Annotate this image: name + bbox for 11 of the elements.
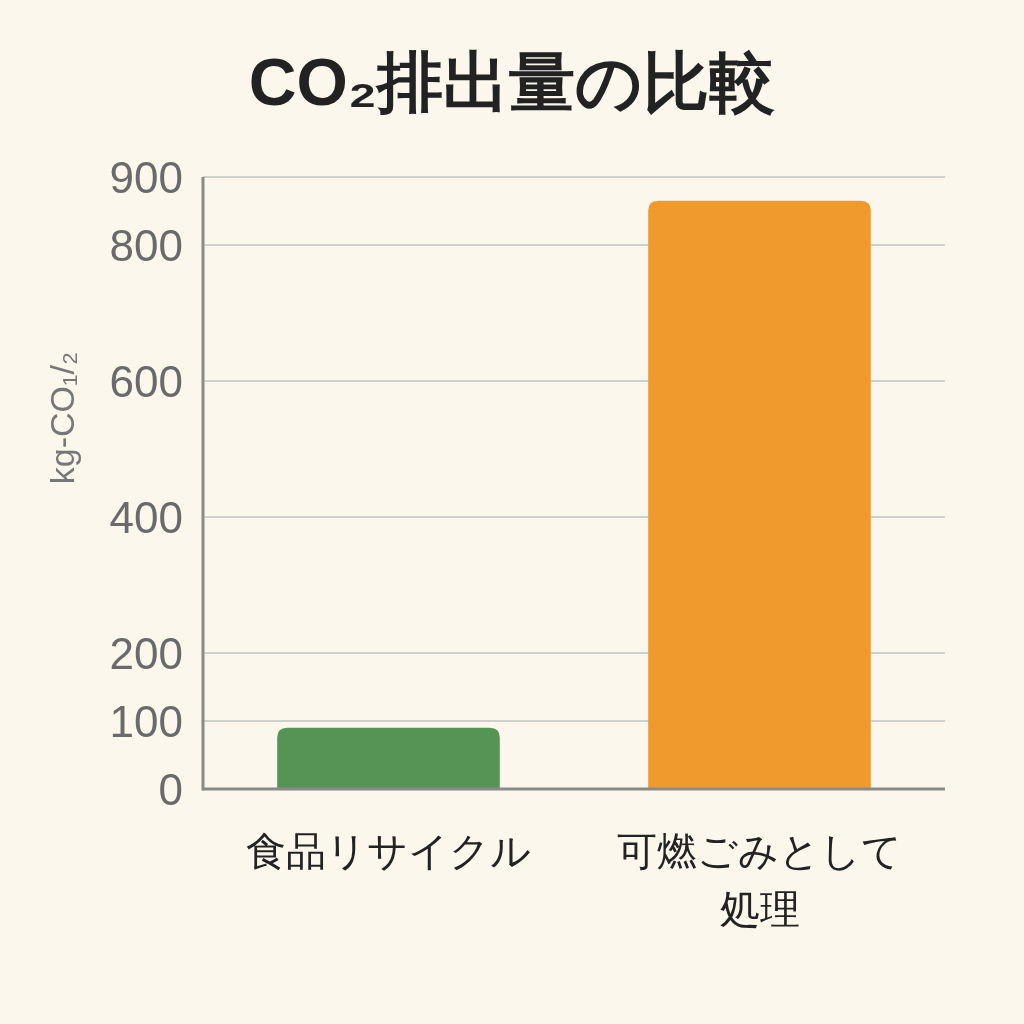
x-tick-label: 食品リサイクル — [245, 828, 532, 875]
x-tick-label: 可燃ごみとして処理 — [616, 828, 903, 933]
y-tick-label: 200 — [109, 628, 183, 678]
y-tick-label: 400 — [109, 492, 183, 542]
y-tick-label: 800 — [109, 220, 183, 270]
y-tick-label: 600 — [109, 356, 183, 406]
y-tick-label: 100 — [109, 696, 183, 746]
y-tick-label: 900 — [109, 152, 183, 202]
chart-title: CO₂排出量の比較 — [247, 45, 777, 119]
y-axis-title: kg-CO₁/₂ — [43, 351, 81, 485]
y-tick-label: 0 — [158, 764, 183, 814]
